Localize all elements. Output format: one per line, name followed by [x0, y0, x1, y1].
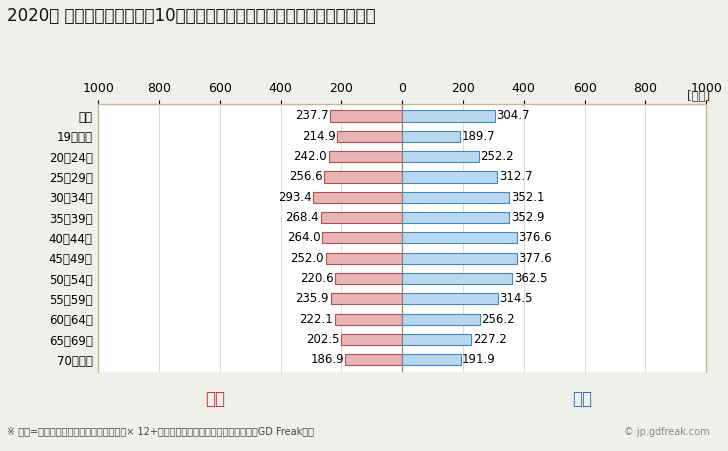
Bar — [403, 273, 513, 284]
Text: 352.1: 352.1 — [511, 191, 545, 204]
Bar — [403, 334, 471, 345]
Text: 202.5: 202.5 — [306, 333, 339, 346]
Text: 242.0: 242.0 — [293, 150, 327, 163]
Text: 256.2: 256.2 — [482, 313, 515, 326]
Text: 293.4: 293.4 — [278, 191, 312, 204]
Text: 376.6: 376.6 — [518, 231, 552, 244]
Text: 214.9: 214.9 — [301, 130, 336, 143]
Bar — [324, 171, 403, 183]
Text: 220.6: 220.6 — [300, 272, 333, 285]
Bar — [325, 253, 403, 264]
Text: 237.7: 237.7 — [295, 110, 328, 122]
Text: 362.5: 362.5 — [514, 272, 547, 285]
Bar — [345, 354, 403, 365]
Text: 186.9: 186.9 — [310, 354, 344, 366]
Bar — [337, 131, 403, 142]
Text: 189.7: 189.7 — [462, 130, 495, 143]
Text: 352.9: 352.9 — [511, 211, 545, 224]
Text: 268.4: 268.4 — [285, 211, 319, 224]
Text: 304.7: 304.7 — [496, 110, 530, 122]
Bar — [335, 273, 403, 284]
Bar — [328, 151, 403, 162]
Text: 227.2: 227.2 — [472, 333, 507, 346]
Bar — [403, 131, 460, 142]
Bar — [331, 293, 403, 304]
Text: 377.6: 377.6 — [518, 252, 552, 265]
Bar — [335, 313, 403, 325]
Text: 314.5: 314.5 — [499, 292, 533, 305]
Bar — [403, 253, 517, 264]
Text: 235.9: 235.9 — [296, 292, 329, 305]
Bar — [313, 192, 403, 203]
Text: 男性: 男性 — [572, 390, 593, 408]
Text: 252.0: 252.0 — [290, 252, 324, 265]
Text: 222.1: 222.1 — [299, 313, 333, 326]
Bar — [320, 212, 403, 223]
Text: © jp.gdfreak.com: © jp.gdfreak.com — [624, 427, 710, 437]
Bar — [330, 110, 403, 121]
Text: 256.6: 256.6 — [289, 170, 323, 184]
Bar — [403, 354, 461, 365]
Bar — [403, 313, 480, 325]
Bar — [403, 192, 510, 203]
Text: ※ 年収=「きまって支給する現金給与額」× 12+「年間賞与その他特別給与額」としてGD Freak推計: ※ 年収=「きまって支給する現金給与額」× 12+「年間賞与その他特別給与額」と… — [7, 427, 314, 437]
Text: 312.7: 312.7 — [499, 170, 532, 184]
Bar — [403, 151, 479, 162]
Bar — [403, 293, 498, 304]
Bar — [403, 171, 497, 183]
Text: 252.2: 252.2 — [480, 150, 514, 163]
Bar — [322, 232, 403, 244]
Text: 264.0: 264.0 — [287, 231, 320, 244]
Bar — [403, 232, 517, 244]
Text: 2020年 民間企業（従業者数10人以上）フルタイム労働者の男女別平均年収: 2020年 民間企業（従業者数10人以上）フルタイム労働者の男女別平均年収 — [7, 7, 376, 25]
Bar — [403, 110, 495, 121]
Bar — [341, 334, 403, 345]
Text: 女性: 女性 — [205, 390, 225, 408]
Bar — [403, 212, 510, 223]
Text: [万円]: [万円] — [687, 90, 710, 103]
Text: 191.9: 191.9 — [462, 354, 496, 366]
